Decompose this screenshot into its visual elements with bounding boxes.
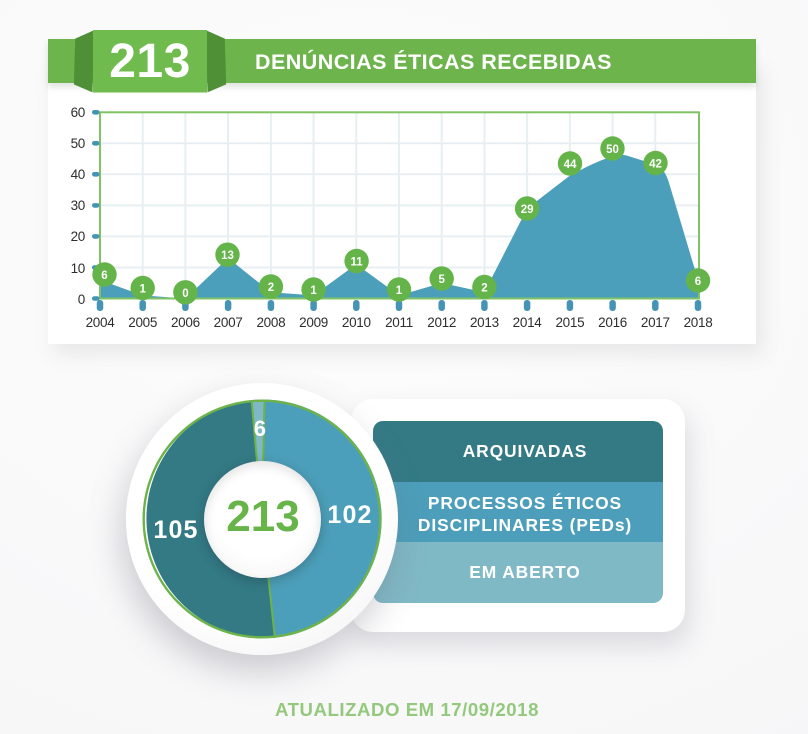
svg-text:6: 6: [101, 270, 107, 282]
svg-text:42: 42: [649, 159, 662, 171]
svg-text:29: 29: [521, 204, 534, 216]
svg-text:11: 11: [351, 257, 364, 269]
svg-text:1: 1: [139, 284, 146, 296]
svg-text:5: 5: [438, 274, 445, 286]
svg-text:13: 13: [221, 250, 234, 262]
svg-text:44: 44: [564, 159, 577, 171]
svg-text:6: 6: [695, 276, 701, 288]
svg-text:2: 2: [481, 283, 487, 295]
svg-text:50: 50: [606, 144, 619, 156]
svg-text:0: 0: [182, 288, 188, 300]
svg-text:1: 1: [396, 285, 403, 297]
svg-text:1: 1: [310, 285, 317, 297]
svg-text:2: 2: [268, 282, 274, 294]
